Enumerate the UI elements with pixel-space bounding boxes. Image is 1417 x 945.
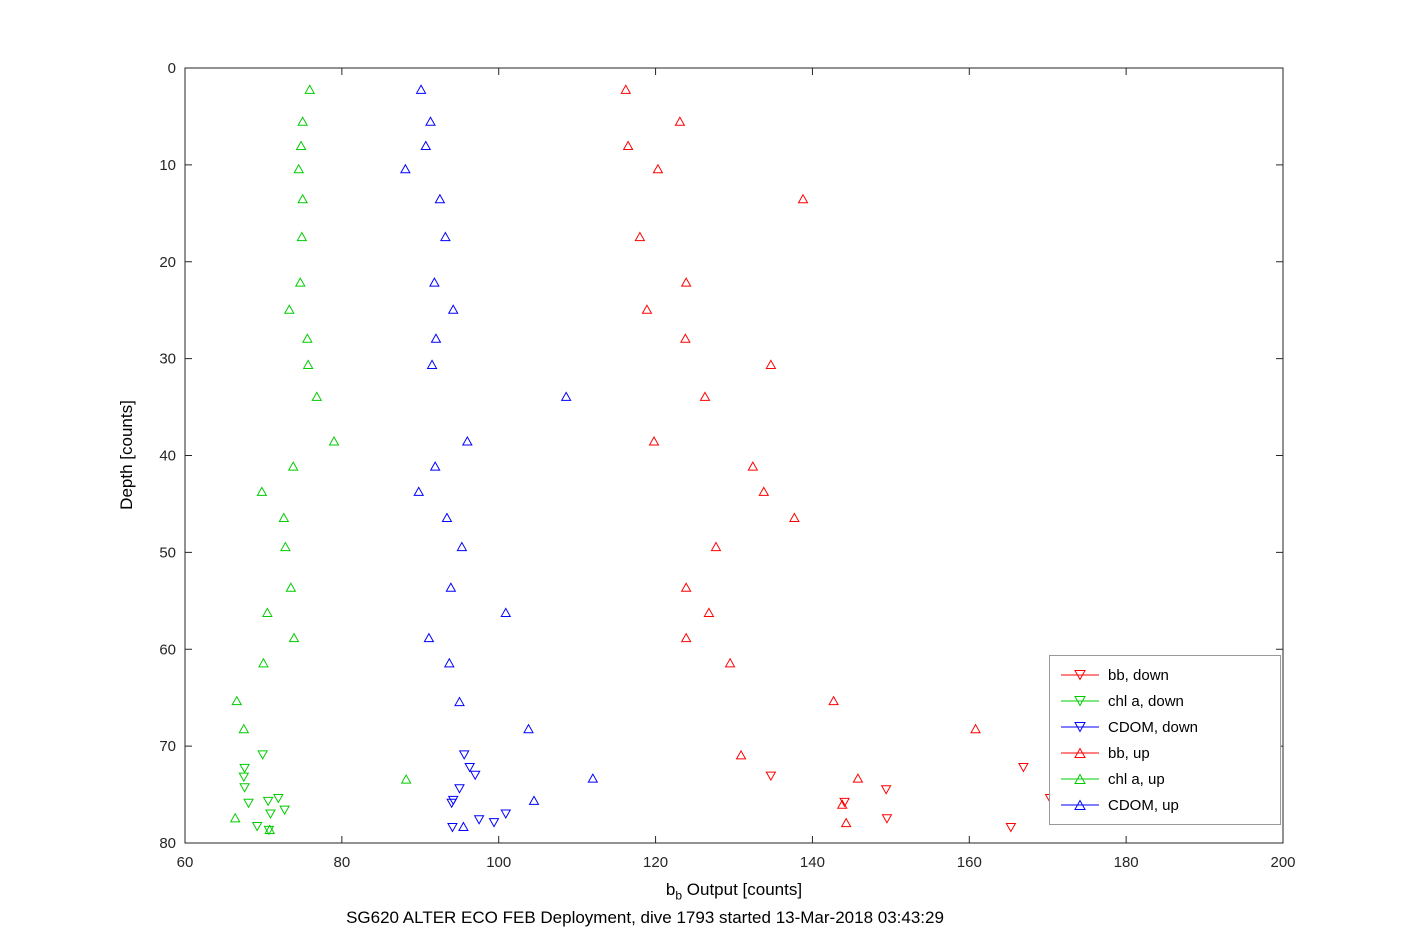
legend-label-cdom-down: CDOM, down bbox=[1108, 718, 1199, 736]
legend-label-bb-up: bb, up bbox=[1108, 744, 1150, 762]
legend-label-cdom-up: CDOM, up bbox=[1108, 796, 1179, 814]
svg-text:120: 120 bbox=[643, 854, 668, 871]
chla-down-marker-icon bbox=[1061, 696, 1099, 707]
x-axis-label-rest: Output [counts] bbox=[682, 880, 803, 899]
svg-text:10: 10 bbox=[159, 157, 176, 174]
x-axis-label-subscript: b bbox=[675, 888, 683, 903]
svg-text:100: 100 bbox=[486, 854, 511, 871]
svg-text:40: 40 bbox=[159, 448, 176, 465]
bb-up-marker-icon bbox=[1061, 747, 1099, 758]
chla-up-marker-icon bbox=[1061, 773, 1099, 784]
legend-label-bb-down: bb, down bbox=[1108, 666, 1169, 684]
legend: bb, down chl a, down CDOM, down bb, up c… bbox=[1049, 655, 1281, 825]
svg-text:60: 60 bbox=[159, 641, 176, 658]
svg-text:200: 200 bbox=[1270, 854, 1295, 871]
legend-item-cdom-down: CDOM, down bbox=[1058, 714, 1272, 740]
svg-text:80: 80 bbox=[159, 835, 176, 852]
cdom-down-marker-icon bbox=[1061, 722, 1099, 733]
svg-text:60: 60 bbox=[177, 854, 194, 871]
svg-text:70: 70 bbox=[159, 738, 176, 755]
bb-down-marker-icon bbox=[1061, 670, 1099, 681]
x-axis-label: bb Output [counts] bbox=[185, 880, 1283, 902]
svg-text:30: 30 bbox=[159, 351, 176, 368]
legend-label-chla-down: chl a, down bbox=[1108, 692, 1184, 710]
cdom-up-marker-icon bbox=[1061, 799, 1099, 810]
svg-text:50: 50 bbox=[159, 544, 176, 561]
svg-text:160: 160 bbox=[957, 854, 982, 871]
y-axis-label: Depth [counts] bbox=[117, 400, 136, 510]
x-axis-label-base: b bbox=[665, 880, 676, 899]
svg-text:20: 20 bbox=[159, 254, 176, 271]
legend-item-chla-up: chl a, up bbox=[1058, 766, 1272, 792]
legend-item-bb-up: bb, up bbox=[1058, 740, 1272, 766]
svg-text:0: 0 bbox=[168, 60, 176, 77]
figure-title: SG620 ALTER ECO FEB Deployment, dive 179… bbox=[346, 908, 944, 927]
svg-text:80: 80 bbox=[334, 854, 351, 871]
legend-label-chla-up: chl a, up bbox=[1108, 770, 1165, 788]
legend-item-cdom-up: CDOM, up bbox=[1058, 792, 1272, 818]
legend-item-chla-down: chl a, down bbox=[1058, 688, 1272, 714]
svg-text:140: 140 bbox=[800, 854, 825, 871]
legend-item-bb-down: bb, down bbox=[1058, 662, 1272, 688]
svg-text:180: 180 bbox=[1114, 854, 1139, 871]
